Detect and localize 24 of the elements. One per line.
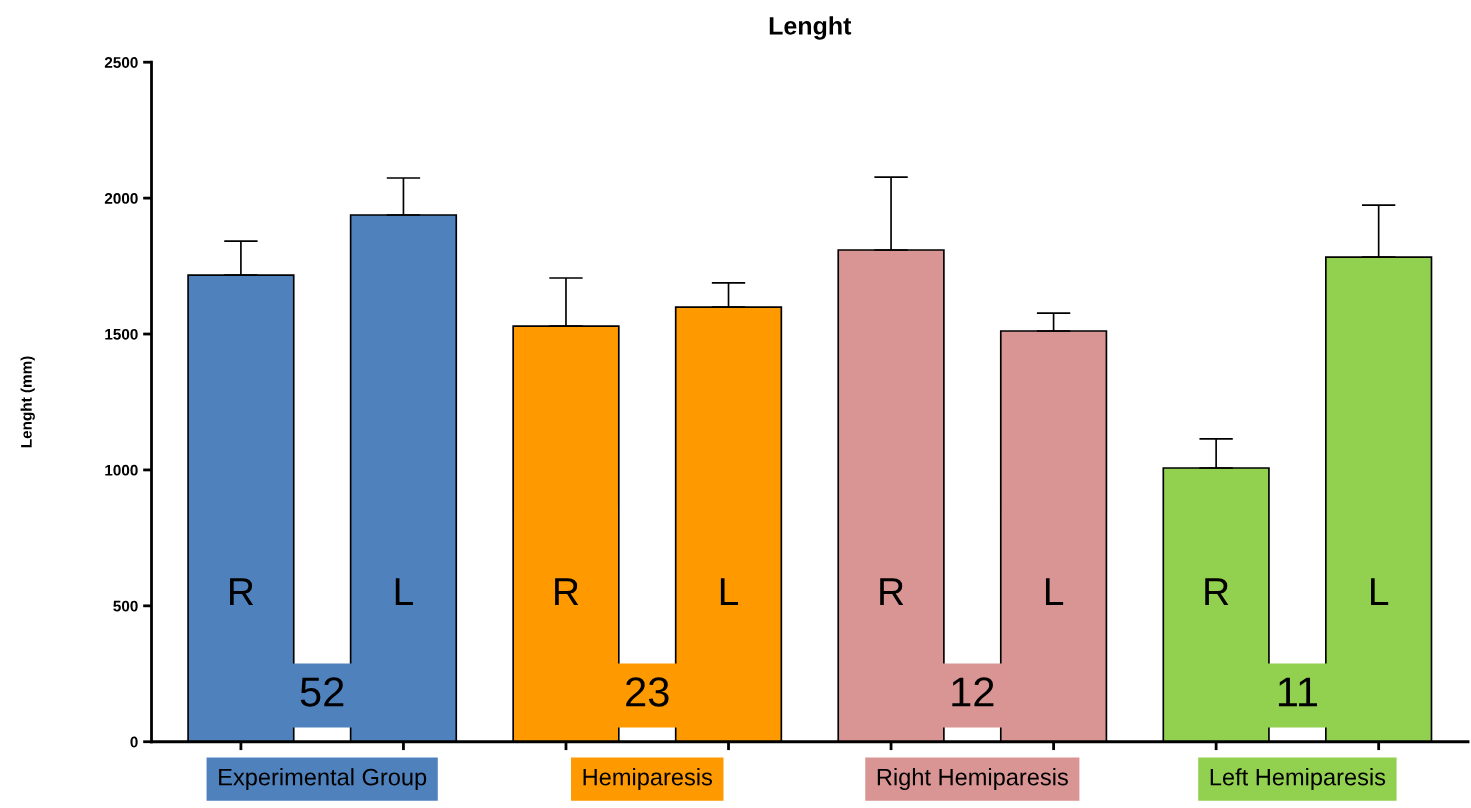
text: Hemiparesis <box>583 768 712 791</box>
x-tick-label: R <box>555 578 579 606</box>
x-tick-label: L <box>1045 578 1064 606</box>
text: Right Hemiparesis <box>877 768 1068 791</box>
text: Left Hemiparesis <box>1210 768 1386 791</box>
text: Experimental Group <box>219 768 427 791</box>
annotation: 23 <box>626 677 669 707</box>
annotation: 52 <box>300 677 344 707</box>
y-tick-label: 500 <box>113 600 138 612</box>
y-tick-label: 0 <box>130 736 138 748</box>
x-tick-label: R <box>880 578 904 606</box>
x-tick-label: R <box>230 578 254 606</box>
chart-title: Lenght <box>769 16 852 40</box>
y-tick-label: 2500 <box>104 57 138 68</box>
x-tick-label: L <box>395 578 413 606</box>
annotation: 12 <box>952 677 994 707</box>
y-tick-label: 1000 <box>105 464 138 476</box>
x-tick-label: R <box>1205 578 1229 606</box>
x-tick-label: L <box>720 578 739 606</box>
x-tick-label: L <box>1371 578 1389 606</box>
annotation: 11 <box>1278 677 1317 707</box>
y-tick-label: 1500 <box>105 328 138 340</box>
y-tick-label: 2000 <box>104 192 138 204</box>
y-axis-title: Lenght (mm) <box>20 356 35 448</box>
